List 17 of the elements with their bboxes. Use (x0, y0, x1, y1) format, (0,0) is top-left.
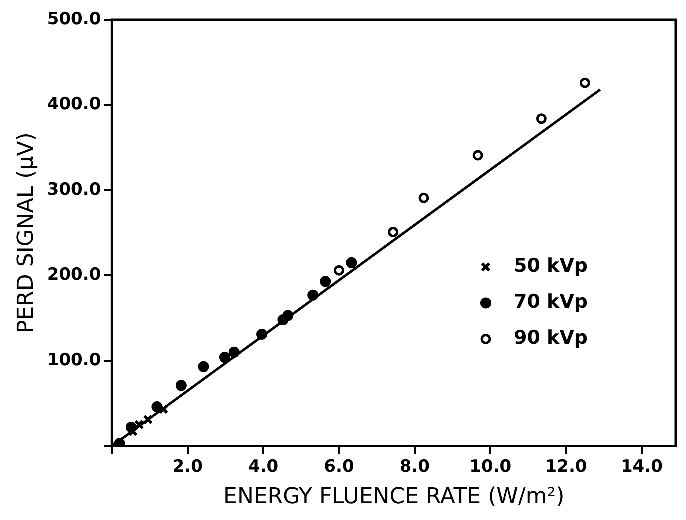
y-axis-title: PERD SIGNAL (μV) (14, 132, 39, 334)
legend-label: 70 kVp (514, 291, 588, 314)
y-tick-label: 500.0 (47, 9, 102, 30)
legend-label: 90 kVp (514, 327, 588, 350)
x-tick-label: 8.0 (400, 456, 430, 477)
legend-label: 50 kVp (514, 255, 588, 278)
x-tick-label: 6.0 (324, 456, 354, 477)
x-tick-label: 12.0 (545, 456, 588, 477)
x-axis-title: ENERGY FLUENCE RATE (W/m²) (224, 484, 565, 510)
x-tick-label: 10.0 (470, 456, 512, 477)
x-tick-label: 2.0 (172, 456, 204, 477)
y-tick-label: 200.0 (47, 265, 102, 286)
x-tick-label: 14.0 (620, 456, 664, 477)
x-tick-label: 4.0 (248, 456, 279, 477)
y-tick-label: 100.0 (47, 350, 102, 370)
y-tick-label: 400.0 (47, 94, 102, 115)
y-tick-label: 300.0 (47, 180, 102, 200)
